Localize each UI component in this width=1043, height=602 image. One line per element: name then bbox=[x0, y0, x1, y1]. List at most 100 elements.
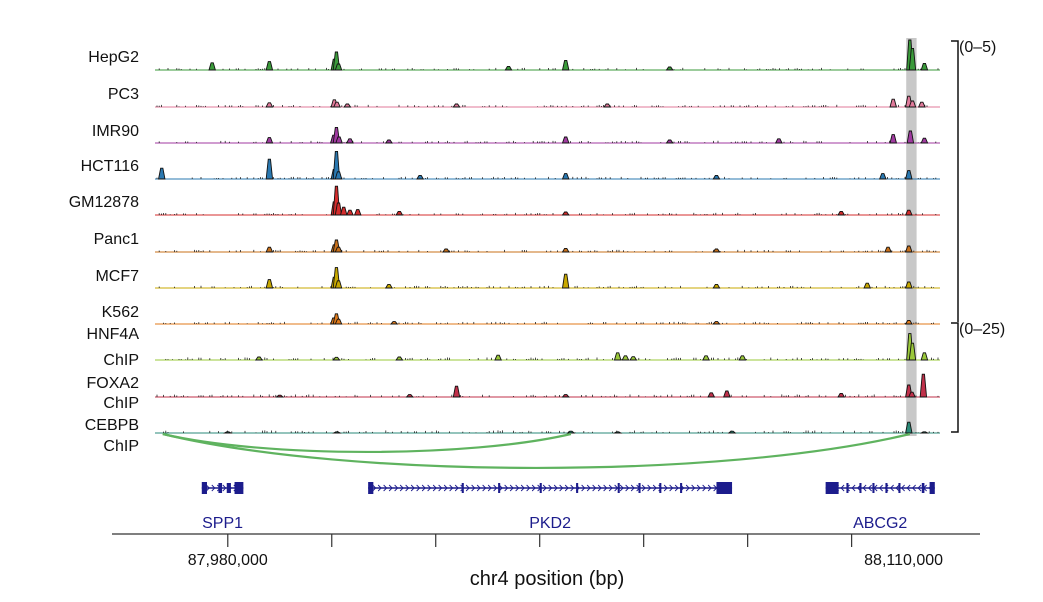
signal-peak bbox=[908, 391, 916, 398]
track-label-cebpb-chip-line1: CEBPB bbox=[85, 417, 139, 434]
gene-name: PKD2 bbox=[529, 515, 571, 532]
signal-peak bbox=[904, 209, 913, 216]
strand-chevron bbox=[691, 484, 696, 492]
strand-chevron bbox=[504, 484, 509, 492]
strand-chevron bbox=[597, 484, 602, 492]
strand-chevron bbox=[889, 484, 894, 492]
track-label-gm12878: GM12878 bbox=[69, 194, 139, 211]
signal-peak bbox=[442, 248, 451, 253]
x-tick-label: 88,110,000 bbox=[864, 552, 943, 569]
signal-peak bbox=[265, 158, 274, 180]
signal-peak bbox=[917, 101, 926, 108]
signal-peak bbox=[346, 209, 354, 216]
signal-peak bbox=[561, 247, 570, 253]
signal-peak bbox=[265, 102, 274, 108]
gene-exon bbox=[921, 483, 925, 493]
signal-peak bbox=[504, 65, 513, 71]
track-labels: HepG2 PC3 IMR90 HCT116 GM12878 Panc1 MCF7 K562 H… bbox=[69, 49, 140, 455]
signal-peak bbox=[334, 280, 343, 289]
signal-peak bbox=[712, 248, 721, 253]
gene-exon bbox=[659, 483, 662, 493]
track-label-imr90: IMR90 bbox=[92, 123, 139, 140]
signal-peak bbox=[353, 209, 362, 216]
gene-exon bbox=[461, 483, 464, 493]
strand-chevron bbox=[652, 484, 657, 492]
x-axis-label: chr4 position (bp) bbox=[470, 568, 625, 590]
track-gm12878 bbox=[155, 185, 940, 216]
strand-chevron bbox=[851, 484, 856, 492]
track-noise bbox=[156, 176, 937, 179]
strand-chevron bbox=[581, 484, 586, 492]
signal-peak bbox=[561, 136, 570, 144]
strand-chevron bbox=[895, 484, 900, 492]
scale-bracket-2: (0–25) bbox=[951, 321, 1005, 433]
signal-peak bbox=[884, 246, 892, 253]
signal-peak bbox=[702, 355, 710, 361]
signal-peak bbox=[837, 392, 846, 398]
signal-peak bbox=[561, 394, 570, 398]
strand-chevron bbox=[685, 484, 690, 492]
strand-chevron bbox=[641, 484, 646, 492]
strand-chevron bbox=[427, 484, 432, 492]
strand-chevron bbox=[911, 484, 916, 492]
track-imr90 bbox=[155, 126, 940, 144]
gene-exon bbox=[716, 482, 733, 494]
signal-peak bbox=[561, 211, 570, 216]
signal-peak bbox=[265, 137, 274, 144]
signal-peak bbox=[603, 103, 612, 108]
strand-chevron bbox=[421, 484, 426, 492]
signal-peak bbox=[889, 134, 897, 144]
strand-chevron bbox=[438, 484, 443, 492]
scale-brackets: (0–5) (0–25) bbox=[951, 39, 1005, 433]
track-label-cebpb-chip-line2: ChIP bbox=[103, 438, 139, 455]
signal-peak bbox=[612, 431, 623, 434]
scale-label: (0–25) bbox=[959, 321, 1005, 338]
strand-chevron bbox=[405, 484, 410, 492]
x-axis: chr4 position (bp) 87,980,000 88,110,000 bbox=[112, 533, 980, 590]
signal-peak bbox=[613, 352, 622, 361]
signal-peak bbox=[254, 356, 264, 361]
signal-peak bbox=[334, 63, 343, 71]
strand-chevron bbox=[625, 484, 630, 492]
signal-peak bbox=[665, 139, 674, 144]
gene-exon bbox=[226, 483, 231, 493]
gene-exon bbox=[846, 483, 849, 493]
gene-abcg2: ABCG2 bbox=[825, 482, 935, 532]
gene-exon bbox=[885, 483, 888, 493]
signal-peak bbox=[774, 138, 783, 144]
strand-chevron bbox=[416, 484, 421, 492]
gene-pkd2: PKD2 bbox=[368, 482, 733, 532]
strand-chevron bbox=[878, 484, 883, 492]
signal-peak bbox=[405, 394, 414, 398]
signal-peak bbox=[621, 355, 630, 361]
strand-chevron bbox=[862, 484, 867, 492]
signal-peak bbox=[561, 59, 570, 71]
signal-peak bbox=[339, 206, 348, 216]
track-label-k562: K562 bbox=[102, 304, 139, 321]
signal-peak bbox=[158, 167, 166, 180]
signal-peak bbox=[561, 173, 570, 180]
signal-peak bbox=[395, 356, 404, 361]
gene-spp1: SPP1 bbox=[201, 482, 244, 532]
strand-chevron bbox=[619, 484, 624, 492]
gene-exon bbox=[617, 483, 620, 493]
strand-chevron bbox=[647, 484, 652, 492]
gene-name: SPP1 bbox=[202, 515, 243, 532]
strand-chevron bbox=[707, 484, 712, 492]
strand-chevron bbox=[487, 484, 492, 492]
signal-peak bbox=[905, 421, 913, 434]
signal-peak bbox=[837, 210, 846, 216]
track-cebpb-chip bbox=[155, 421, 940, 434]
signal-peak bbox=[723, 390, 731, 398]
strand-chevron bbox=[564, 484, 569, 492]
strand-chevron bbox=[548, 484, 553, 492]
signal-peak bbox=[863, 282, 872, 289]
bracket-line bbox=[951, 40, 959, 322]
signal-peak bbox=[712, 174, 721, 180]
track-mcf7 bbox=[155, 267, 940, 289]
strand-chevron bbox=[443, 484, 448, 492]
signal-peak bbox=[906, 130, 915, 144]
strand-chevron bbox=[669, 484, 674, 492]
gene-exon bbox=[680, 483, 683, 493]
track-k562 bbox=[155, 313, 940, 325]
